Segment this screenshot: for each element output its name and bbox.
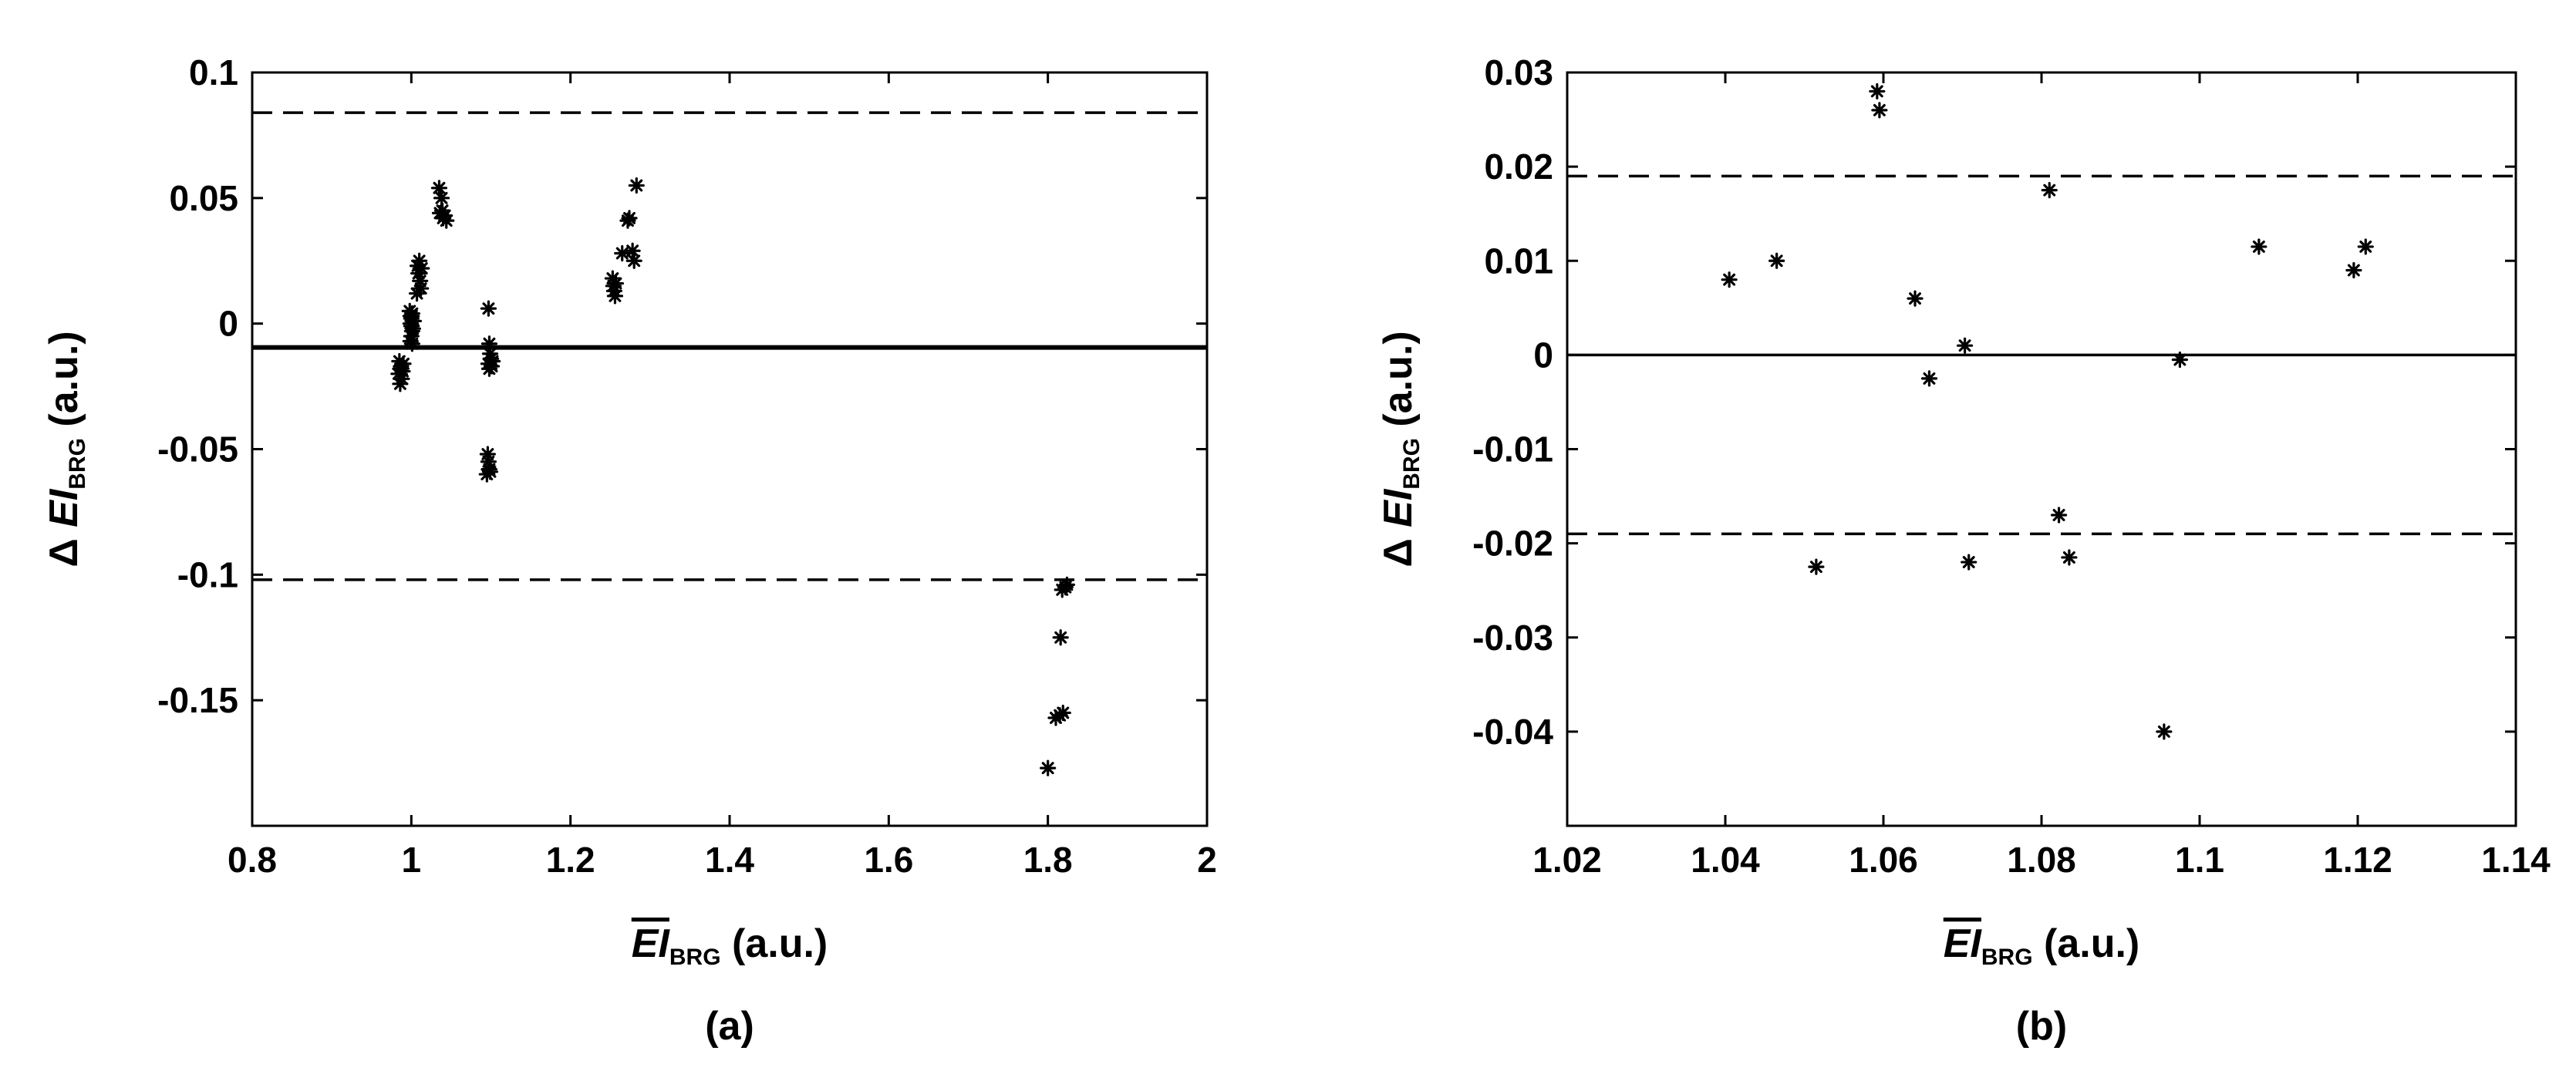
data-point — [614, 244, 631, 262]
x-axis-unit: (a.u.) — [721, 921, 828, 966]
x-tick-label: 1 — [402, 840, 422, 880]
x-tick-label: 1.8 — [1023, 840, 1073, 880]
data-point — [2171, 351, 2188, 369]
data-point — [480, 360, 498, 377]
y-tick-label: 0.01 — [1484, 241, 1553, 281]
y-axis-label: Δ EIBRG (a.u.) — [42, 331, 90, 567]
data-point — [628, 177, 645, 194]
x-axis-symbol: EI — [632, 921, 671, 966]
panel-label: (a) — [705, 1004, 754, 1049]
x-axis-symbol: EI — [1944, 921, 1983, 966]
data-point — [2050, 507, 2068, 524]
data-point — [1871, 102, 1888, 119]
y-axis-unit: (a.u.) — [1376, 331, 1421, 438]
x-axis-label: EIBRG (a.u.) — [632, 921, 828, 970]
data-point — [405, 312, 423, 330]
y-axis-subscript: BRG — [1399, 438, 1425, 490]
y-axis-unit: (a.u.) — [42, 331, 86, 438]
data-point — [621, 210, 638, 227]
data-point — [1956, 337, 1974, 354]
panel-label: (b) — [2016, 1004, 2067, 1049]
data-point — [1920, 370, 1938, 387]
x-tick-label: 1.02 — [1532, 840, 1602, 880]
y-tick-label: -0.04 — [1472, 712, 1553, 752]
y-tick-label: 0.03 — [1484, 52, 1553, 93]
x-tick-label: 1.6 — [864, 840, 913, 880]
data-point — [1721, 271, 1738, 288]
y-tick-label: -0.03 — [1472, 618, 1553, 658]
data-point — [607, 274, 625, 292]
data-point — [2061, 549, 2078, 566]
data-point — [1054, 704, 1071, 722]
y-tick-label: -0.1 — [177, 554, 238, 594]
y-axis-symbol: EI — [42, 488, 86, 527]
y-tick-label: 0 — [1533, 335, 1553, 375]
data-point — [1052, 629, 1069, 646]
x-tick-label: 1.4 — [705, 840, 754, 880]
data-point — [481, 463, 499, 480]
x-axis-subscript: BRG — [669, 945, 721, 970]
y-axis-label: Δ EIBRG (a.u.) — [1376, 331, 1425, 567]
y-tick-label: -0.15 — [157, 680, 238, 720]
data-point — [1869, 83, 1886, 100]
data-point — [625, 252, 642, 269]
x-tick-label: 1.1 — [2175, 840, 2224, 880]
chart-panel-b: 1.02 1.04 1.06 1.08 1.1 1.12 1.14 -0.04 -0.03 -0.… — [1376, 52, 2551, 1049]
y-tick-label: -0.02 — [1472, 524, 1553, 564]
data-point — [1058, 576, 1076, 593]
data-point — [1040, 759, 1057, 776]
data-point — [624, 242, 641, 259]
y-tick-label: 0.1 — [189, 52, 238, 93]
data-point — [433, 190, 450, 207]
data-point — [2357, 238, 2374, 255]
x-tick-label: 0.8 — [228, 840, 277, 880]
x-axis-subscript: BRG — [1981, 945, 2033, 970]
y-tick-label: 0 — [218, 304, 238, 344]
data-point — [1961, 554, 1978, 571]
y-axis-prefix: Δ — [42, 527, 86, 567]
chart-panel-a: 0.8 1 1.2 1.4 1.6 1.8 2 -0.15 -0.1 -0.05 0 0.05 0.1 E… — [42, 52, 1217, 1049]
data-point — [395, 355, 412, 372]
y-axis-symbol: EI — [1376, 488, 1421, 527]
x-tick-label: 1.14 — [2481, 840, 2551, 880]
data-point — [1768, 252, 1785, 269]
y-tick-label: -0.01 — [1472, 429, 1553, 470]
x-axis-label: EIBRG (a.u.) — [1944, 921, 2139, 970]
data-point — [606, 288, 624, 305]
x-axis-unit: (a.u.) — [2033, 921, 2140, 966]
plot-frame — [1566, 71, 2517, 827]
x-tick-label: 1.04 — [1691, 840, 1760, 880]
x-tick-label: 1.06 — [1849, 840, 1918, 880]
y-tick-label: 0.02 — [1484, 147, 1553, 187]
y-tick-label: 0.05 — [169, 178, 238, 218]
y-axis-subscript: BRG — [65, 438, 90, 490]
data-point — [2156, 723, 2173, 740]
x-tick-label: 1.12 — [2323, 840, 2392, 880]
data-point — [480, 300, 497, 317]
x-tick-label: 1.08 — [2007, 840, 2076, 880]
data-point — [2041, 182, 2058, 199]
y-axis-prefix: Δ — [1376, 527, 1421, 567]
data-point — [1907, 290, 1924, 307]
x-tick-label: 1.2 — [546, 840, 595, 880]
data-point — [403, 335, 420, 352]
data-point — [2251, 238, 2267, 255]
data-point — [408, 285, 426, 302]
data-point — [433, 202, 451, 219]
x-tick-label: 2 — [1197, 840, 1217, 880]
data-point — [430, 180, 448, 197]
data-point — [1808, 558, 1825, 575]
data-point — [480, 335, 498, 352]
data-point — [413, 260, 430, 277]
data-point — [2345, 261, 2362, 279]
y-tick-label: -0.05 — [157, 429, 238, 470]
